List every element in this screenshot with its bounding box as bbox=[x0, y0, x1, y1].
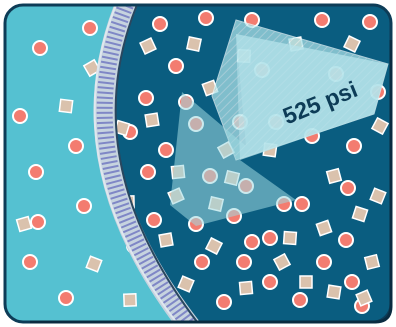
solute-particle-square-icon bbox=[85, 255, 103, 273]
salt-ion-circle-icon bbox=[22, 254, 38, 270]
salt-ion-circle-icon bbox=[244, 234, 260, 250]
salt-ion-circle-icon bbox=[346, 138, 362, 154]
solute-particle-square-icon bbox=[351, 205, 369, 223]
salt-ion-circle-icon bbox=[236, 254, 252, 270]
solute-particle-square-icon bbox=[238, 280, 254, 296]
salt-ion-circle-icon bbox=[12, 108, 28, 124]
solute-particle-square-icon bbox=[158, 232, 174, 248]
solute-particle-square-icon bbox=[355, 289, 373, 307]
solute-particle-square-icon bbox=[177, 275, 195, 293]
solute-particle-square-icon bbox=[82, 58, 102, 78]
salt-ion-circle-icon bbox=[146, 212, 162, 228]
salt-ion-circle-icon bbox=[152, 16, 168, 32]
solute-particle-square-icon bbox=[58, 98, 74, 114]
salt-ion-circle-icon bbox=[28, 164, 44, 180]
salt-ion-circle-icon bbox=[294, 196, 310, 212]
solute-particle-square-icon bbox=[342, 34, 362, 54]
solute-particle-square-icon bbox=[315, 219, 333, 237]
salt-ion-circle-icon bbox=[30, 214, 46, 230]
salt-ion-circle-icon bbox=[140, 164, 156, 180]
salt-ion-circle-icon bbox=[362, 14, 378, 30]
solute-particle-square-icon bbox=[139, 37, 157, 55]
solute-particle-square-icon bbox=[282, 230, 298, 246]
solute-particle-square-icon bbox=[123, 293, 137, 307]
salt-ion-circle-icon bbox=[158, 142, 174, 158]
solute-particle-square-icon bbox=[326, 284, 342, 300]
salt-ion-circle-icon bbox=[168, 58, 184, 74]
salt-ion-circle-icon bbox=[32, 40, 48, 56]
salt-ion-circle-icon bbox=[262, 274, 278, 290]
salt-ion-circle-icon bbox=[262, 230, 278, 246]
salt-ion-circle-icon bbox=[58, 290, 74, 306]
salt-ion-circle-icon bbox=[194, 254, 210, 270]
salt-ion-circle-icon bbox=[340, 180, 356, 196]
solute-particle-square-icon bbox=[363, 253, 381, 271]
salt-ion-circle-icon bbox=[216, 294, 232, 310]
salt-ion-circle-icon bbox=[344, 274, 360, 290]
salt-ion-circle-icon bbox=[68, 138, 84, 154]
solute-particle-square-icon bbox=[370, 116, 390, 136]
salt-ion-circle-icon bbox=[316, 254, 332, 270]
salt-ion-circle-icon bbox=[338, 232, 354, 248]
solute-particle-square-icon bbox=[185, 35, 203, 53]
solute-particle-square-icon bbox=[144, 112, 160, 128]
semipermeable-membrane bbox=[93, 6, 202, 322]
salt-ion-circle-icon bbox=[314, 12, 330, 28]
solute-particle-square-icon bbox=[325, 167, 343, 185]
solute-particle-square-icon bbox=[15, 215, 33, 233]
salt-ion-circle-icon bbox=[76, 198, 92, 214]
salt-ion-circle-icon bbox=[82, 20, 98, 36]
salt-ion-circle-icon bbox=[292, 292, 308, 308]
solute-particle-square-icon bbox=[299, 275, 313, 289]
solute-particle-square-icon bbox=[272, 252, 292, 272]
salt-ion-circle-icon bbox=[198, 10, 214, 26]
pressure-arrow bbox=[170, 19, 389, 226]
solute-particle-square-icon bbox=[204, 236, 224, 256]
salt-ion-circle-icon bbox=[138, 90, 154, 106]
solute-particle-square-icon bbox=[369, 187, 387, 205]
